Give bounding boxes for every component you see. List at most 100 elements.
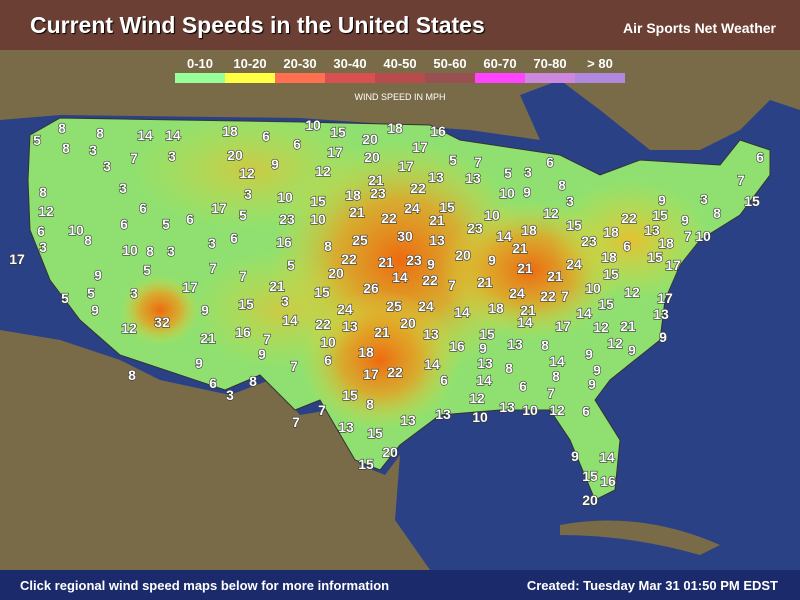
station-wind-speed: 18 bbox=[358, 344, 374, 360]
station-wind-speed: 21 bbox=[547, 268, 563, 284]
station-wind-speed: 26 bbox=[363, 280, 379, 296]
station-wind-speed: 5 bbox=[87, 285, 95, 301]
station-wind-speed: 21 bbox=[520, 302, 536, 318]
station-wind-speed: 30 bbox=[397, 228, 413, 244]
station-wind-speed: 15 bbox=[367, 425, 383, 441]
station-wind-speed: 22 bbox=[621, 210, 637, 226]
station-wind-speed: 6 bbox=[440, 372, 448, 388]
station-wind-speed: 7 bbox=[547, 385, 555, 401]
legend-item: > 80 bbox=[575, 56, 625, 83]
station-wind-speed: 9 bbox=[258, 346, 266, 362]
station-wind-speed: 8 bbox=[558, 177, 566, 193]
station-wind-speed: 10 bbox=[484, 207, 500, 223]
station-wind-speed: 17 bbox=[555, 318, 571, 334]
station-wind-speed: 6 bbox=[293, 136, 301, 152]
station-wind-speed: 22 bbox=[540, 288, 556, 304]
station-wind-speed: 15 bbox=[582, 468, 598, 484]
cuba-land bbox=[560, 520, 720, 555]
station-wind-speed: 22 bbox=[422, 272, 438, 288]
legend-swatch bbox=[325, 73, 375, 83]
station-wind-speed: 6 bbox=[209, 375, 217, 391]
station-wind-speed: 3 bbox=[167, 243, 175, 259]
station-wind-speed: 15 bbox=[358, 456, 374, 472]
station-wind-speed: 7 bbox=[448, 277, 456, 293]
station-wind-speed: 7 bbox=[684, 228, 692, 244]
station-wind-speed: 18 bbox=[601, 249, 617, 265]
legend-swatch bbox=[375, 73, 425, 83]
legend-item: 10-20 bbox=[225, 56, 275, 83]
station-wind-speed: 13 bbox=[429, 232, 445, 248]
station-wind-speed: 13 bbox=[477, 355, 493, 371]
station-wind-speed: 6 bbox=[756, 149, 764, 165]
station-wind-speed: 8 bbox=[552, 368, 560, 384]
station-wind-speed: 25 bbox=[386, 298, 402, 314]
station-wind-speed: 13 bbox=[428, 169, 444, 185]
station-wind-speed: 12 bbox=[469, 390, 485, 406]
station-wind-speed: 13 bbox=[342, 318, 358, 334]
station-wind-speed: 21 bbox=[429, 212, 445, 228]
station-wind-speed: 10 bbox=[320, 334, 336, 350]
station-wind-speed: 12 bbox=[607, 335, 623, 351]
station-wind-speed: 24 bbox=[337, 301, 353, 317]
station-wind-speed: 8 bbox=[58, 120, 66, 136]
station-wind-speed: 5 bbox=[239, 207, 247, 223]
station-wind-speed: 15 bbox=[330, 124, 346, 140]
station-wind-speed: 9 bbox=[201, 302, 209, 318]
station-wind-speed: 13 bbox=[338, 419, 354, 435]
station-wind-speed: 8 bbox=[62, 140, 70, 156]
station-wind-speed: 6 bbox=[324, 352, 332, 368]
station-wind-speed: 7 bbox=[209, 260, 217, 276]
station-wind-speed: 13 bbox=[499, 399, 515, 415]
station-wind-speed: 8 bbox=[146, 243, 154, 259]
station-wind-speed: 9 bbox=[628, 342, 636, 358]
station-wind-speed: 18 bbox=[345, 187, 361, 203]
station-wind-speed: 21 bbox=[477, 274, 493, 290]
station-wind-speed: 12 bbox=[543, 205, 559, 221]
legend-title: WIND SPEED IN MPH bbox=[354, 92, 446, 102]
station-wind-speed: 10 bbox=[310, 211, 326, 227]
legend-label: 0-10 bbox=[186, 56, 214, 71]
station-wind-speed: 3 bbox=[119, 180, 127, 196]
station-wind-speed: 15 bbox=[652, 207, 668, 223]
station-wind-speed: 22 bbox=[315, 316, 331, 332]
legend-swatch bbox=[225, 73, 275, 83]
station-wind-speed: 21 bbox=[349, 204, 365, 220]
station-wind-speed: 9 bbox=[91, 302, 99, 318]
station-wind-speed: 3 bbox=[103, 158, 111, 174]
station-wind-speed: 7 bbox=[474, 154, 482, 170]
title-bar: Current Wind Speeds in the United States… bbox=[0, 0, 800, 50]
legend-swatch bbox=[425, 73, 475, 83]
legend-label: > 80 bbox=[587, 56, 613, 71]
station-wind-speed: 10 bbox=[585, 280, 601, 296]
created-timestamp: Created: Tuesday Mar 31 01:50 PM EDST bbox=[526, 578, 778, 593]
station-wind-speed: 20 bbox=[227, 147, 243, 163]
brand-name: Air Sports Net Weather bbox=[623, 20, 776, 36]
legend-item: 40-50 bbox=[375, 56, 425, 83]
station-wind-speed: 10 bbox=[522, 402, 538, 418]
station-wind-speed: 18 bbox=[387, 120, 403, 136]
station-wind-speed: 17 bbox=[398, 158, 414, 174]
station-wind-speed: 14 bbox=[454, 304, 470, 320]
station-wind-speed: 7 bbox=[318, 402, 326, 418]
station-wind-speed: 5 bbox=[162, 216, 170, 232]
legend-label: 40-50 bbox=[383, 56, 417, 71]
station-wind-speed: 7 bbox=[263, 331, 271, 347]
station-wind-speed: 8 bbox=[324, 238, 332, 254]
station-wind-speed: 24 bbox=[404, 200, 420, 216]
mexico-land bbox=[0, 330, 430, 570]
station-wind-speed: 15 bbox=[744, 193, 760, 209]
legend-swatch bbox=[525, 73, 575, 83]
station-wind-speed: 7 bbox=[737, 172, 745, 188]
station-wind-speed: 17 bbox=[182, 279, 198, 295]
station-wind-speed: 8 bbox=[505, 360, 513, 376]
station-wind-speed: 15 bbox=[479, 326, 495, 342]
station-wind-speed: 16 bbox=[600, 473, 616, 489]
station-wind-speed: 9 bbox=[681, 212, 689, 228]
station-wind-speed: 15 bbox=[439, 199, 455, 215]
station-wind-speed: 8 bbox=[84, 232, 92, 248]
station-wind-speed: 14 bbox=[599, 449, 615, 465]
station-wind-speed: 14 bbox=[476, 372, 492, 388]
station-wind-speed: 21 bbox=[517, 260, 533, 276]
station-wind-speed: 10 bbox=[122, 242, 138, 258]
